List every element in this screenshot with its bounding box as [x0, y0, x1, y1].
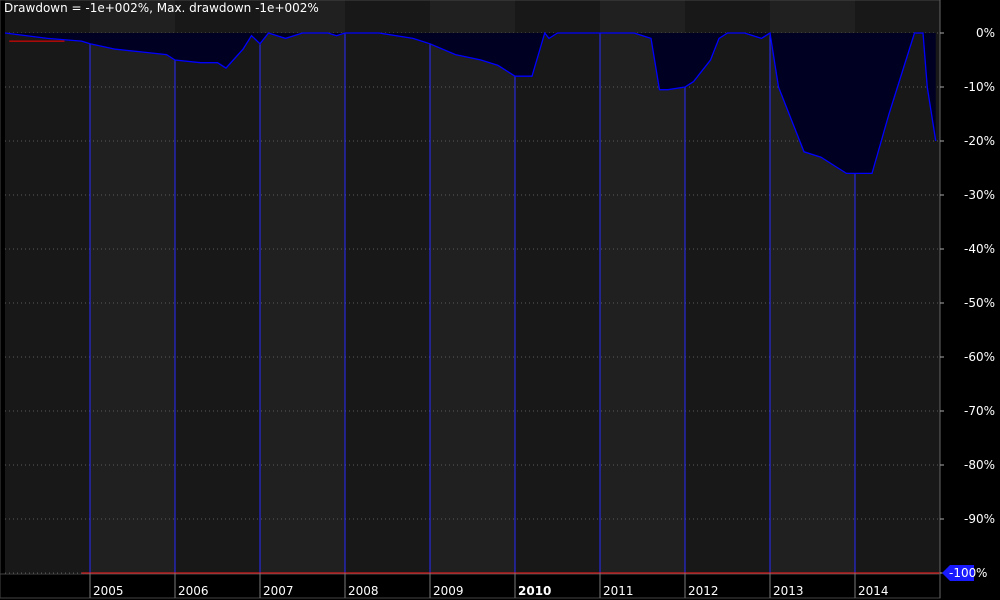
y-tick-label: -40%: [964, 242, 995, 256]
year-band: [685, 0, 770, 573]
drawdown-line: [4, 31, 937, 175]
x-tick-label: 2010: [518, 584, 551, 598]
x-tick-label: 2011: [603, 584, 634, 598]
x-tick-label: 2005: [93, 584, 124, 598]
year-band: [515, 0, 600, 573]
x-tick-label: 2008: [348, 584, 379, 598]
drawdown-area: [5, 33, 936, 174]
y-tick-label: -70%: [964, 404, 995, 418]
value-badge: -100: [942, 565, 976, 581]
y-tick-label: -50%: [964, 296, 995, 310]
y-tick-label: -30%: [964, 188, 995, 202]
y-tick-label: -20%: [964, 134, 995, 148]
chart-title: Drawdown = -1e+002%, Max. drawdown -1e+0…: [4, 1, 319, 15]
year-band: [345, 0, 430, 573]
year-bands: [5, 0, 940, 573]
x-axis: 2005 2006 2007 2008 2009 2010 2011 2012 2013 2014: [0, 573, 940, 598]
y-tick-label: -80%: [964, 458, 995, 472]
x-tick-label: 2013: [773, 584, 804, 598]
x-tick-label: 2006: [178, 584, 209, 598]
x-tick-label: 2014: [858, 584, 889, 598]
year-band: [430, 0, 515, 573]
year-band: [600, 0, 685, 573]
year-band: [5, 0, 90, 573]
y-tick-label: 0%: [976, 26, 995, 40]
y-axis: 0% -10% -20% -30% -40% -50% -60% -70% -80% -90% -1…: [939, 0, 995, 598]
y-tick-label: %: [976, 566, 987, 580]
value-badge-label: -100: [949, 566, 976, 580]
y-tick-label: -60%: [964, 350, 995, 364]
year-band: [90, 0, 175, 573]
x-tick-label: 2012: [688, 584, 719, 598]
x-tick-label: 2007: [263, 584, 294, 598]
series-layer: [4, 31, 940, 574]
y-tick-label: -10%: [964, 80, 995, 94]
x-tick-label: 2009: [433, 584, 464, 598]
year-band: [260, 0, 345, 573]
value-badge-shape: [942, 565, 974, 581]
year-band: [175, 0, 260, 573]
y-tick-label: -90%: [964, 512, 995, 526]
